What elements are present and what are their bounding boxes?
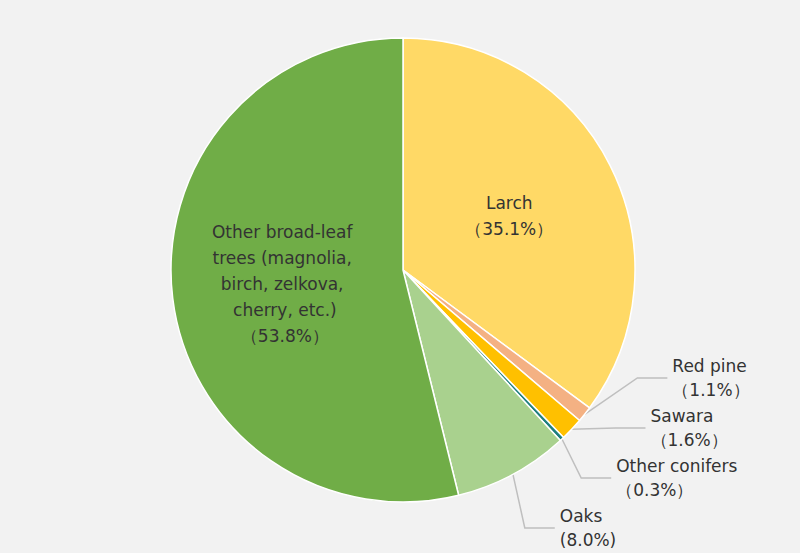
svg-text:(8.0%): (8.0%): [560, 530, 616, 550]
svg-text:Other conifers: Other conifers: [616, 456, 737, 476]
svg-text:cherry, etc.): cherry, etc.): [233, 300, 337, 320]
svg-text:（1.1%）: （1.1%）: [672, 380, 749, 400]
svg-text:Larch: Larch: [486, 193, 533, 213]
svg-text:（0.3%）: （0.3%）: [616, 480, 693, 500]
svg-text:trees (magnolia,: trees (magnolia,: [213, 248, 358, 268]
svg-text:Sawara: Sawara: [651, 406, 714, 426]
svg-text:Other broad-leaf: Other broad-leaf: [212, 222, 358, 242]
svg-text:Red pine: Red pine: [672, 356, 746, 376]
svg-text:（1.6%）: （1.6%）: [651, 430, 728, 450]
svg-text:（53.8%）: （53.8%）: [241, 326, 329, 346]
svg-text:birch, zelkova,: birch, zelkova,: [221, 274, 349, 294]
svg-text:（35.1%）: （35.1%）: [465, 219, 553, 239]
svg-text:Oaks: Oaks: [560, 506, 603, 526]
